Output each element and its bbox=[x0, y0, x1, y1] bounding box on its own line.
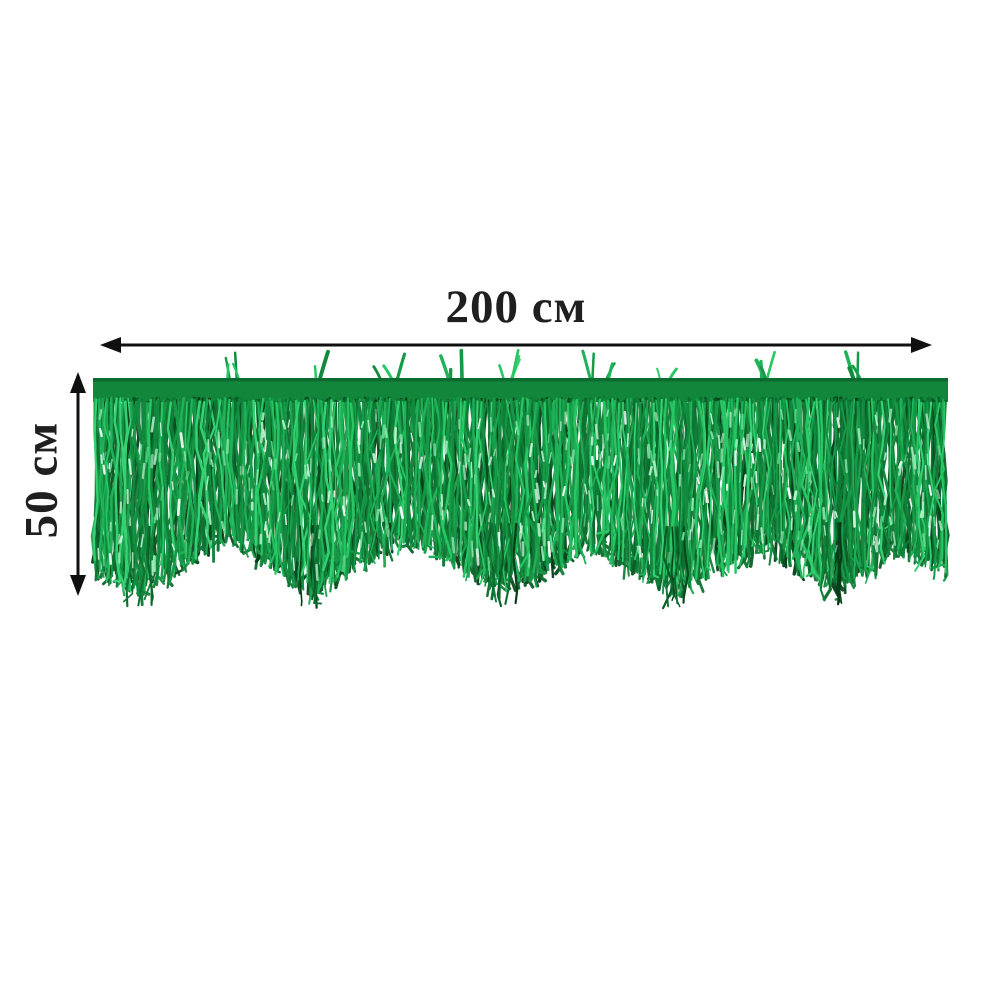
width-arrow bbox=[100, 337, 932, 353]
dimension-width-label: 200 см bbox=[445, 281, 587, 333]
dimension-height-label: 50 см bbox=[15, 421, 68, 539]
height-arrow bbox=[70, 372, 86, 596]
